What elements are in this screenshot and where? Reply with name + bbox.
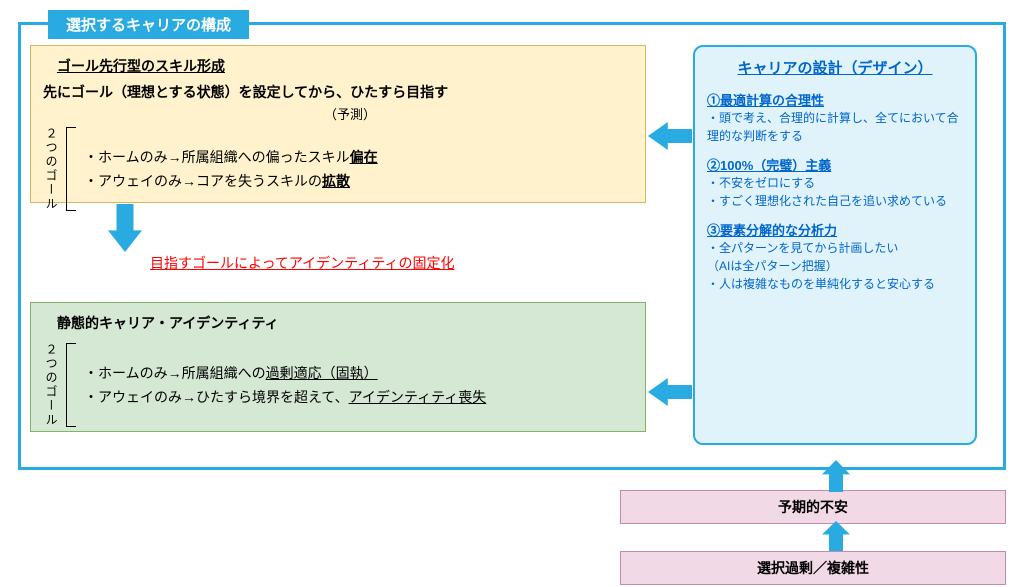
design-sec-1: ①最適計算の合理性 ・頭で考え、合理的に計算し、全てにおいて合理的な判断をする bbox=[707, 90, 963, 145]
arrow-goal-to-static-icon bbox=[108, 204, 142, 255]
arrow-pink2-to-pink1-icon bbox=[822, 521, 850, 554]
static-bullets: ・ホームのみ→所属組織への過剰適応（固執） ・アウェイのみ→ひたすら境界を超えて… bbox=[84, 343, 486, 427]
goal-b2-u: 拡散 bbox=[322, 173, 350, 189]
arrow-design-to-goal-icon bbox=[648, 122, 692, 153]
pink-box-2: 選択過剰／複雑性 bbox=[620, 551, 1006, 585]
design-sec1-body: ・頭で考え、合理的に計算し、全てにおいて合理的な判断をする bbox=[707, 109, 963, 145]
diagram-title: 選択するキャリアの構成 bbox=[66, 17, 231, 34]
goal-header: ゴール先行型のスキル形成 bbox=[57, 56, 633, 76]
pink-1-label: 予期的不安 bbox=[778, 499, 848, 515]
goal-bracket bbox=[66, 127, 76, 211]
static-bullet-2: ・アウェイのみ→ひたすら境界を超えて、アイデンティティ喪失 bbox=[84, 387, 486, 407]
arrow-pink1-to-design-icon bbox=[822, 460, 850, 495]
static-b1-u: 過剰適応（固執） bbox=[266, 365, 378, 381]
design-sec-3: ③要素分解的な分析力 ・全パターンを見てから計画したい （AIは全パターン把握）… bbox=[707, 220, 963, 293]
goal-two-goals: ２つのゴール ・ホームのみ→所属組織への偏ったスキル偏在 ・アウェイのみ→コアを… bbox=[43, 127, 633, 211]
goal-paren: （予測） bbox=[173, 104, 527, 123]
arrow-design-to-static-icon bbox=[648, 378, 692, 409]
goal-subhead: 先にゴール（理想とする状態）を設定してから、ひたすら目指す bbox=[43, 82, 633, 102]
static-vert-label: ２つのゴール bbox=[43, 343, 60, 427]
static-bullet-1: ・ホームのみ→所属組織への過剰適応（固執） bbox=[84, 363, 486, 383]
static-two-goals: ２つのゴール ・ホームのみ→所属組織への過剰適応（固執） ・アウェイのみ→ひたす… bbox=[43, 343, 633, 427]
pink-2-label: 選択過剰／複雑性 bbox=[757, 560, 869, 576]
goal-bullet-1: ・ホームのみ→所属組織への偏ったスキル偏在 bbox=[84, 147, 378, 167]
goal-vert-label: ２つのゴール bbox=[43, 127, 60, 211]
static-b2-pre: ・アウェイのみ→ひたすら境界を超えて、 bbox=[84, 389, 349, 405]
goal-bullets: ・ホームのみ→所属組織への偏ったスキル偏在 ・アウェイのみ→コアを失うスキルの拡… bbox=[84, 127, 378, 211]
design-header: キャリアの設計（デザイン） bbox=[707, 57, 963, 78]
static-b2-u: アイデンティティ喪失 bbox=[349, 389, 487, 405]
static-header: 静態的キャリア・アイデンティティ bbox=[57, 313, 633, 333]
diagram-title-tab: 選択するキャリアの構成 bbox=[48, 10, 249, 39]
design-sec-2: ②100%（完璧）主義 ・不安をゼロにする ・すごく理想化された自己を追い求めて… bbox=[707, 155, 963, 210]
goal-box: ゴール先行型のスキル形成 先にゴール（理想とする状態）を設定してから、ひたすら目… bbox=[30, 45, 646, 203]
design-sec2-title: ②100%（完璧）主義 bbox=[707, 155, 963, 174]
goal-b2-pre: ・アウェイのみ→コアを失うスキルの bbox=[84, 173, 322, 189]
red-note: 目指すゴールによってアイデンティティの固定化 bbox=[150, 253, 455, 273]
static-b1-pre: ・ホームのみ→所属組織への bbox=[84, 365, 266, 381]
design-sec3-title: ③要素分解的な分析力 bbox=[707, 220, 963, 239]
static-bracket bbox=[66, 343, 76, 427]
goal-b1-pre: ・ホームのみ→所属組織への偏ったスキル bbox=[84, 149, 350, 165]
pink-box-1: 予期的不安 bbox=[620, 490, 1006, 524]
goal-bullet-2: ・アウェイのみ→コアを失うスキルの拡散 bbox=[84, 171, 378, 191]
static-box: 静態的キャリア・アイデンティティ ２つのゴール ・ホームのみ→所属組織への過剰適… bbox=[30, 302, 646, 432]
goal-b1-u: 偏在 bbox=[350, 149, 378, 165]
design-sec2-body: ・不安をゼロにする ・すごく理想化された自己を追い求めている bbox=[707, 174, 963, 210]
design-sec1-title: ①最適計算の合理性 bbox=[707, 90, 963, 109]
design-sec3-body: ・全パターンを見てから計画したい （AIは全パターン把握） ・人は複雑なものを単… bbox=[707, 239, 963, 293]
design-box: キャリアの設計（デザイン） ①最適計算の合理性 ・頭で考え、合理的に計算し、全て… bbox=[693, 45, 977, 445]
